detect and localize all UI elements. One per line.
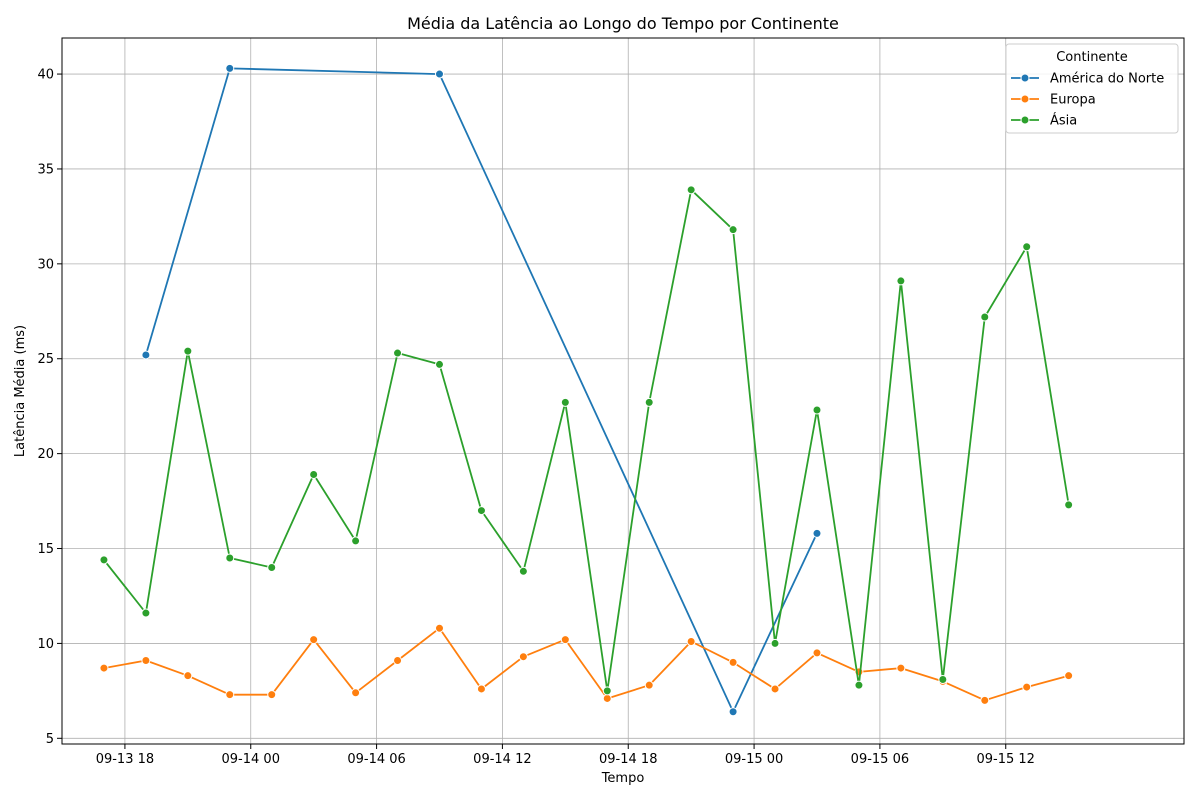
data-point: [854, 680, 864, 690]
data-point: [896, 276, 906, 286]
data-point: [602, 693, 612, 703]
data-point: [141, 608, 151, 618]
data-point: [225, 690, 235, 700]
data-point: [560, 397, 570, 407]
data-point: [812, 528, 822, 538]
data-point: [476, 684, 486, 694]
y-axis: 5 10 15 20 25 30 35 40: [37, 68, 62, 747]
plot-frame: [61, 37, 1185, 745]
data-point: [351, 688, 361, 698]
data-point: [770, 638, 780, 648]
data-point: [980, 312, 990, 322]
data-point: [434, 359, 444, 369]
data-point: [896, 663, 906, 673]
series-3: [99, 185, 1074, 696]
data-point: [393, 655, 403, 665]
data-point: [518, 652, 528, 662]
data-point: [141, 655, 151, 665]
x-tick-label: 09-15 06: [851, 752, 909, 767]
series-line: [103, 188, 1070, 692]
x-axis: 09-13 18 09-14 00 09-14 06 09-14 12 09-14 18…: [96, 744, 1035, 767]
data-point: [351, 536, 361, 546]
data-point: [267, 563, 277, 572]
y-tick-label: 25: [37, 352, 54, 367]
y-tick-label: 30: [37, 257, 54, 272]
x-tick-label: 09-14 00: [222, 752, 280, 767]
data-point: [728, 657, 738, 667]
series-1: [141, 63, 822, 717]
data-point: [183, 346, 193, 356]
data-point: [938, 674, 948, 684]
legend-label: Ásia: [1050, 113, 1077, 129]
x-axis-title: Tempo: [601, 771, 645, 786]
data-point: [183, 671, 193, 681]
data-point: [434, 623, 444, 633]
y-axis-title: Latência Média (ms): [13, 325, 28, 457]
data-point: [728, 707, 738, 717]
data-point: [728, 225, 738, 235]
chart-title: Média da Latência ao Longo do Tempo por …: [407, 14, 839, 33]
y-tick-label: 15: [37, 542, 54, 557]
y-tick-label: 40: [37, 68, 54, 83]
series-layer: [99, 63, 1074, 717]
y-tick-label: 20: [37, 447, 54, 462]
data-point: [812, 648, 822, 658]
series-line: [103, 627, 1069, 702]
y-tick-label: 35: [37, 162, 54, 177]
data-point: [309, 635, 319, 645]
legend-swatch-marker: [1020, 73, 1030, 83]
data-point: [770, 684, 780, 694]
data-point: [434, 69, 444, 79]
legend: Continente América do Norte Europa Ásia: [1005, 43, 1179, 134]
legend-swatch-marker: [1020, 94, 1030, 104]
x-tick-label: 09-15 12: [977, 752, 1035, 767]
data-point: [1022, 682, 1032, 692]
legend-title: Continente: [1056, 50, 1128, 65]
x-tick-label: 09-14 18: [599, 752, 657, 767]
data-point: [1064, 500, 1074, 510]
y-tick-label: 10: [37, 637, 54, 652]
data-point: [812, 405, 822, 415]
grid-lines: [62, 38, 1184, 744]
data-point: [1022, 242, 1032, 252]
data-point: [309, 470, 319, 480]
data-point: [644, 680, 654, 690]
y-tick-label: 5: [46, 732, 54, 747]
data-point: [476, 506, 486, 516]
data-point: [393, 348, 403, 358]
x-tick-label: 09-13 18: [96, 752, 154, 767]
x-tick-label: 09-15 00: [725, 752, 783, 767]
legend-label: América do Norte: [1050, 72, 1164, 87]
data-point: [686, 185, 696, 195]
data-point: [644, 397, 654, 407]
data-point: [602, 686, 612, 696]
data-point: [99, 663, 109, 673]
data-point: [560, 635, 570, 645]
legend-box: [1005, 43, 1179, 134]
x-tick-label: 09-14 12: [473, 752, 531, 767]
data-point: [141, 350, 151, 360]
data-point: [518, 566, 528, 576]
x-tick-label: 09-14 06: [347, 752, 405, 767]
data-point: [225, 553, 235, 563]
data-point: [225, 63, 235, 73]
legend-label: Europa: [1050, 93, 1096, 108]
data-point: [686, 637, 696, 647]
legend-swatch-marker: [1020, 115, 1030, 125]
data-point: [980, 695, 990, 705]
data-point: [267, 690, 277, 700]
data-point: [1064, 671, 1074, 681]
data-point: [99, 555, 109, 565]
